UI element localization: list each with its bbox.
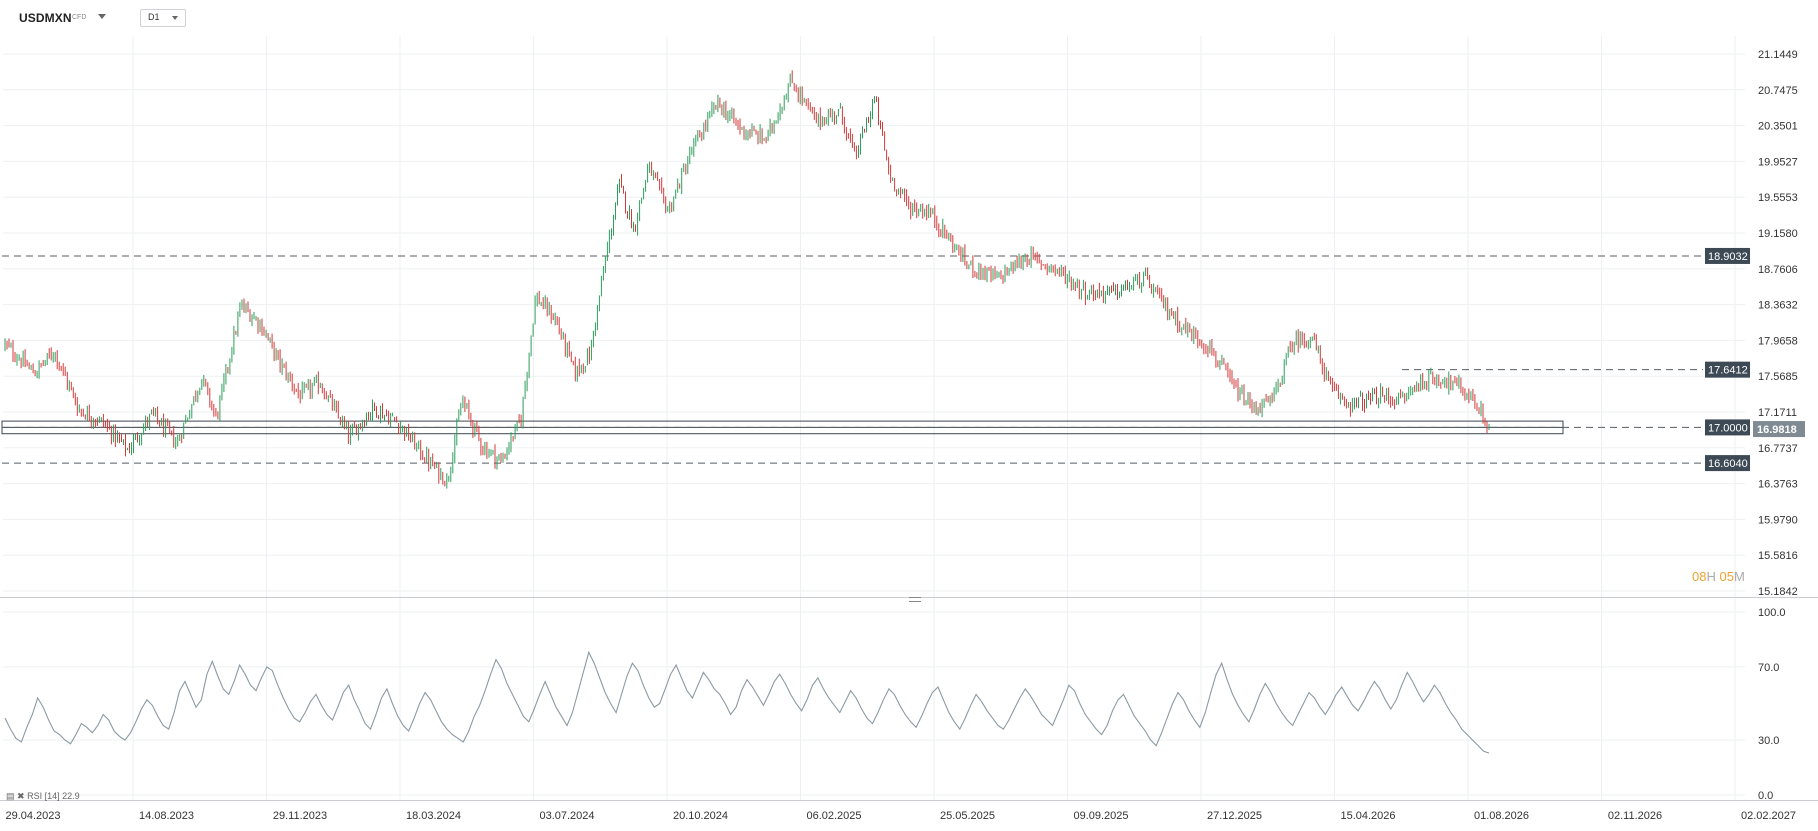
rsi-y-tick-label: 0.0 (1758, 790, 1773, 802)
x-tick-label: 06.02.2025 (806, 810, 861, 822)
timeframe-value: D1 (148, 12, 160, 22)
countdown-minutes: 05 (1719, 569, 1734, 584)
symbol-dropdown-chevron-down-icon[interactable] (98, 14, 106, 19)
y-tick-label: 18.7606 (1758, 264, 1798, 276)
y-tick-label: 19.9527 (1758, 156, 1798, 168)
x-tick-label: 01.08.2026 (1474, 810, 1529, 822)
rsi-indicator-label: RSI [14] 22.9 (27, 791, 80, 801)
y-tick-label: 15.1842 (1758, 586, 1798, 598)
x-tick-label: 18.03.2024 (406, 810, 461, 822)
x-tick-label: 09.09.2025 (1073, 810, 1128, 822)
y-tick-label: 21.1449 (1758, 49, 1798, 61)
y-tick-label: 15.5816 (1758, 550, 1798, 562)
y-tick-label: 19.1580 (1758, 228, 1798, 240)
indicator-settings-icon[interactable]: ▤ (6, 791, 15, 801)
current-price-tag-bg (1753, 421, 1805, 438)
chart-toolbar: USDMXN CFD D1 (0, 0, 400, 36)
countdown-hours: 08 (1692, 569, 1707, 584)
y-tick-label: 16.3763 (1758, 479, 1798, 491)
countdown-hours-unit: H (1706, 569, 1716, 584)
y-tick-label: 20.7475 (1758, 85, 1798, 97)
x-tick-label: 03.07.2024 (539, 810, 594, 822)
level-tag-label: 16.6040 (1708, 458, 1748, 470)
timeframe-select[interactable]: D1 (140, 9, 186, 27)
y-tick-label: 15.9790 (1758, 514, 1798, 526)
current-price-label: 16.9818 (1757, 424, 1797, 436)
x-tick-label: 15.04.2026 (1340, 810, 1395, 822)
level-tag-bg (1705, 247, 1750, 264)
rsi-y-tick-label: 30.0 (1758, 735, 1779, 747)
rsi-y-tick-label: 100.0 (1758, 607, 1786, 619)
countdown-minutes-unit: M (1733, 569, 1745, 584)
level-tag-label: 17.6412 (1708, 365, 1748, 377)
level-tag-label: 17.0000 (1708, 422, 1748, 434)
x-tick-label: 25.05.2025 (940, 810, 995, 822)
y-tick-label: 19.5553 (1758, 192, 1798, 204)
y-tick-label: 17.1711 (1758, 407, 1797, 419)
y-tick-label: 17.5685 (1758, 371, 1798, 383)
candles-group (4, 70, 1490, 489)
x-tick-label: 02.02.2027 (1741, 810, 1796, 822)
symbol-type-badge: CFD (72, 14, 87, 21)
symbol-name[interactable]: USDMXN (19, 11, 72, 25)
rsi-controls: ▤ ✖ RSI [14] 22.9 (6, 791, 80, 802)
level-tag-bg (1705, 419, 1750, 436)
x-tick-label: 29.11.2023 (273, 810, 327, 822)
x-tick-label: 14.08.2023 (139, 810, 194, 822)
candle-countdown: 08H 05M (1692, 569, 1745, 584)
pane-resize-handle[interactable] (909, 597, 921, 602)
chevron-down-icon (172, 16, 178, 20)
level-tag-bg (1705, 455, 1750, 472)
level-tag-label: 18.9032 (1708, 251, 1748, 263)
x-tick-label: 02.11.2026 (1608, 810, 1662, 822)
y-tick-label: 18.3632 (1758, 300, 1798, 312)
x-tick-label: 27.12.2025 (1207, 810, 1262, 822)
x-tick-label: 29.04.2023 (5, 810, 60, 822)
rsi-y-tick-label: 70.0 (1758, 662, 1779, 674)
x-tick-label: 20.10.2024 (673, 810, 728, 822)
y-tick-label: 20.3501 (1758, 121, 1798, 133)
indicator-close-icon[interactable]: ✖ (17, 791, 25, 801)
level-tag-bg (1705, 361, 1750, 378)
rsi-line (4, 650, 1490, 754)
y-tick-label: 16.7737 (1758, 443, 1798, 455)
y-tick-label: 17.9658 (1758, 335, 1798, 347)
